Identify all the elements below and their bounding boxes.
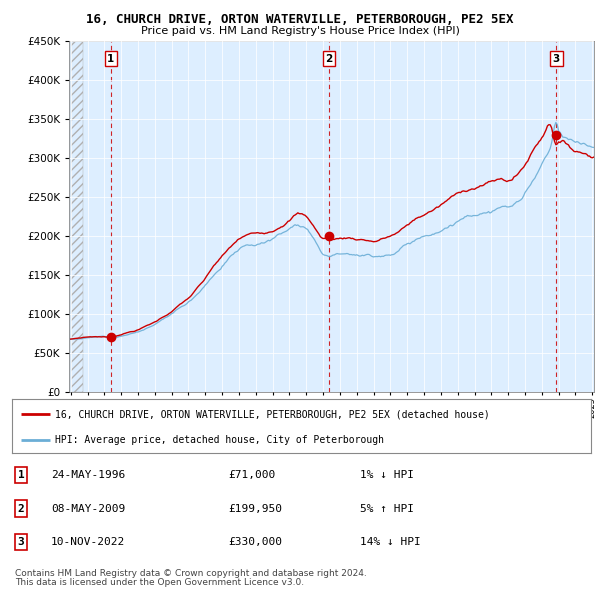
Text: 1: 1: [17, 470, 25, 480]
Text: Contains HM Land Registry data © Crown copyright and database right 2024.: Contains HM Land Registry data © Crown c…: [15, 569, 367, 578]
Text: £330,000: £330,000: [228, 537, 282, 547]
Text: HPI: Average price, detached house, City of Peterborough: HPI: Average price, detached house, City…: [55, 435, 385, 444]
Text: £71,000: £71,000: [228, 470, 275, 480]
Text: 1: 1: [107, 54, 115, 64]
Text: £199,950: £199,950: [228, 504, 282, 513]
Text: 1% ↓ HPI: 1% ↓ HPI: [360, 470, 414, 480]
Text: 16, CHURCH DRIVE, ORTON WATERVILLE, PETERBOROUGH, PE2 5EX (detached house): 16, CHURCH DRIVE, ORTON WATERVILLE, PETE…: [55, 409, 490, 419]
Text: This data is licensed under the Open Government Licence v3.0.: This data is licensed under the Open Gov…: [15, 578, 304, 588]
Text: 24-MAY-1996: 24-MAY-1996: [51, 470, 125, 480]
Text: 10-NOV-2022: 10-NOV-2022: [51, 537, 125, 547]
Text: 08-MAY-2009: 08-MAY-2009: [51, 504, 125, 513]
Text: 2: 2: [325, 54, 332, 64]
Text: 3: 3: [17, 537, 25, 547]
Text: Price paid vs. HM Land Registry's House Price Index (HPI): Price paid vs. HM Land Registry's House …: [140, 26, 460, 36]
Text: 14% ↓ HPI: 14% ↓ HPI: [360, 537, 421, 547]
Text: 5% ↑ HPI: 5% ↑ HPI: [360, 504, 414, 513]
Text: 2: 2: [17, 504, 25, 513]
Text: 16, CHURCH DRIVE, ORTON WATERVILLE, PETERBOROUGH, PE2 5EX: 16, CHURCH DRIVE, ORTON WATERVILLE, PETE…: [86, 13, 514, 26]
Text: 3: 3: [553, 54, 560, 64]
